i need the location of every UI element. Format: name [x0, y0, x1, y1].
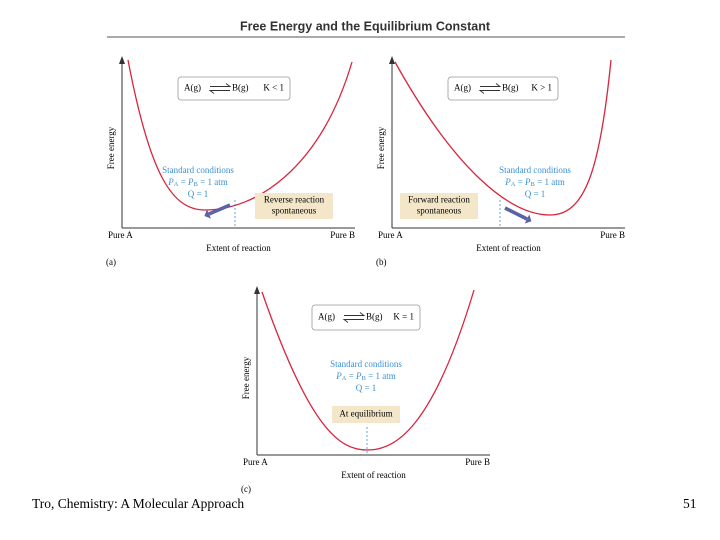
right-end: Pure B [330, 230, 355, 240]
subscript: B [362, 375, 367, 382]
pressure: PA = PB = 1 atm [167, 177, 227, 188]
equilibrium-arrows [478, 83, 502, 94]
pressure-part: = [346, 371, 356, 381]
note-box [332, 406, 400, 423]
x-axis-label: Extent of reaction [341, 470, 406, 480]
x-axis-label: Extent of reaction [206, 243, 271, 253]
note-box [255, 193, 333, 219]
pressure-part: = 1 atm [366, 371, 396, 381]
panel: Free energy Pure A Pure B Extent of reactio… [376, 56, 625, 267]
energy-curve [127, 59, 353, 211]
subscript: A [174, 181, 179, 188]
panel-label: (c) [241, 484, 251, 494]
product: B(g) [366, 312, 383, 322]
equilibrium-arrows [342, 312, 366, 323]
condition: K < 1 [263, 83, 284, 93]
pressure-part: = [515, 177, 525, 187]
pressure-part: P [187, 177, 194, 187]
equilibrium-arrows [208, 83, 232, 94]
note: Forward reaction [408, 195, 470, 205]
subscript: B [531, 181, 536, 188]
note: At equilibrium [339, 409, 392, 419]
standard-conditions: Standard conditions [499, 165, 571, 175]
reaction-box [177, 76, 291, 101]
page-number: 51 [683, 496, 697, 511]
subscript: A [511, 181, 516, 188]
note: Reverse reaction [264, 195, 325, 205]
reaction-box [447, 76, 559, 101]
product: B(g) [502, 83, 519, 93]
axis-arrow [119, 56, 125, 64]
pressure-part: P [524, 177, 531, 187]
left-end: Pure A [243, 457, 268, 467]
energy-curve [261, 289, 475, 451]
x-axis-label: Extent of reaction [476, 243, 541, 253]
reactant: A(g) [454, 83, 471, 93]
pressure: PA = PB = 1 atm [504, 177, 564, 188]
direction-arrowhead [204, 209, 211, 219]
note: spontaneous [417, 206, 462, 216]
quotient: Q = 1 [356, 383, 377, 393]
axis-arrow [254, 286, 260, 294]
pressure-part: = 1 atm [535, 177, 565, 187]
condition: K > 1 [531, 83, 552, 93]
y-axis-label: Free energy [106, 126, 116, 169]
direction-arrow [504, 206, 528, 221]
left-end: Pure A [108, 230, 133, 240]
panel-label: (b) [376, 257, 387, 267]
right-end: Pure B [465, 457, 490, 467]
standard-conditions: Standard conditions [162, 165, 234, 175]
reactant: A(g) [318, 312, 335, 322]
right-end: Pure B [600, 230, 625, 240]
pressure-part: = [178, 177, 188, 187]
condition: K = 1 [393, 312, 414, 322]
quotient: Q = 1 [188, 189, 209, 199]
pressure-part: = 1 atm [198, 177, 228, 187]
reactant: A(g) [184, 83, 201, 93]
reaction-box [311, 304, 421, 331]
standard-conditions: Standard conditions [330, 359, 402, 369]
pressure-part: P [504, 177, 511, 187]
pressure-part: P [335, 371, 342, 381]
subscript: A [342, 375, 347, 382]
panel-label: (a) [106, 257, 116, 267]
panel: Free energy Pure A Pure B Extent of reactio… [106, 56, 355, 267]
product: B(g) [232, 83, 249, 93]
y-axis-label: Free energy [376, 126, 386, 169]
y-axis-label: Free energy [241, 356, 251, 399]
citation: Tro, Chemistry: A Molecular Approach [32, 496, 244, 511]
direction-arrow [208, 203, 231, 216]
left-end: Pure A [378, 230, 403, 240]
quotient: Q = 1 [525, 189, 546, 199]
note-box [400, 193, 478, 219]
pressure: PA = PB = 1 atm [335, 371, 395, 382]
note: spontaneous [272, 206, 317, 216]
energy-curve [394, 59, 612, 216]
subscript: B [194, 181, 199, 188]
panel: Free energy Pure A Pure B Extent of reactio… [241, 286, 490, 494]
direction-arrowhead [524, 214, 532, 224]
pressure-part: P [167, 177, 174, 187]
axis-arrow [389, 56, 395, 64]
title: Free Energy and the Equilibrium Constant [240, 19, 491, 33]
pressure-part: P [355, 371, 362, 381]
